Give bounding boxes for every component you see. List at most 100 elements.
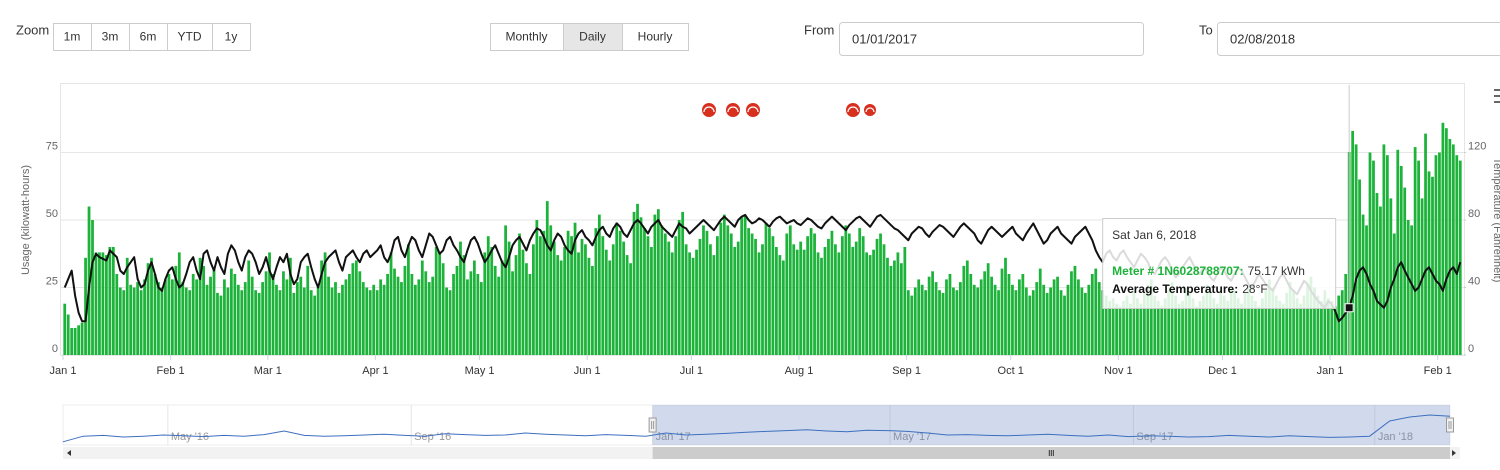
button[interactable] [53,23,92,51]
bar [993,284,997,355]
bar [827,238,830,355]
bar [219,295,223,355]
bar [80,322,84,355]
bar [150,257,153,355]
bar [872,249,875,355]
bar [705,230,709,355]
menu-icon[interactable] [1494,89,1500,103]
button-label[interactable]: Monthly [505,30,547,44]
bar [1427,171,1431,355]
bar [906,290,910,355]
bar [507,241,511,355]
button-label[interactable]: 3m [102,30,119,44]
button-label[interactable]: 1m [64,30,81,44]
bar [1021,274,1025,355]
bar [1243,292,1247,355]
bar [1306,284,1309,355]
navigator-handle[interactable] [648,417,657,433]
y-axis-title: Usage (kilowatt-hours) [20,165,32,275]
bar [157,282,160,355]
bar [1385,155,1389,355]
bar [1382,144,1386,355]
button[interactable] [563,23,623,51]
bar [1226,301,1230,355]
bar [282,271,285,355]
button[interactable] [129,23,168,51]
x-tick-label: Aug 1 [785,365,814,377]
from-value[interactable]: 01/01/2017 [852,31,917,46]
bar [535,220,539,355]
bar [1163,298,1167,355]
scrollbar-arrow-left[interactable] [67,450,71,456]
button-label[interactable]: 6m [140,30,157,44]
from-label: From [804,22,834,37]
bar [1181,301,1184,355]
bar [1063,295,1066,355]
to-input[interactable] [1217,22,1500,56]
bar [514,255,518,355]
bar [761,244,764,355]
bar [1160,306,1164,355]
tooltip-title: Sat Jan 6, 2018 [1112,228,1196,242]
button-label[interactable]: YTD [178,30,202,44]
bar [445,287,448,355]
y2-tick-label: 40 [1468,275,1480,287]
bar [365,287,369,355]
bar [577,252,580,355]
navigator-line [62,414,1451,443]
bar [1448,139,1452,355]
bar [233,274,237,355]
bar [1254,301,1257,355]
bar [1267,279,1271,355]
bar [1097,282,1101,355]
bar [386,274,389,355]
hover-marker [1344,303,1354,313]
button[interactable] [212,23,251,51]
button[interactable] [622,23,689,51]
bar [278,290,282,355]
bar [209,276,212,355]
y2-tick-label: 80 [1468,208,1480,220]
bar [865,252,869,355]
bar [771,236,775,355]
bar [847,233,851,355]
scrollbar-arrow-right[interactable] [1452,450,1456,456]
bar [1326,298,1330,355]
bar [1424,133,1427,355]
x-tick-label: Jun 1 [574,365,601,377]
bar [382,284,386,355]
bar [820,257,823,355]
navigator-tick-label: Sep '16 [414,431,451,443]
bar [1444,128,1448,355]
tooltip-series-name: Meter # 1N6028788707: [1112,264,1243,278]
bar [358,271,362,355]
bar [844,225,848,355]
button-label[interactable]: 1y [225,30,238,44]
bar [1229,287,1233,355]
bar [636,203,639,355]
y-tick-label: 75 [46,140,58,152]
to-value[interactable]: 02/08/2018 [1230,31,1295,46]
button[interactable] [490,23,564,51]
bar [584,244,587,355]
bar [1111,298,1115,355]
y2-tick-label: 120 [1468,140,1486,152]
bar [781,260,785,355]
bar [601,236,605,355]
bar [1201,295,1205,355]
button-label[interactable]: Hourly [638,30,673,44]
bar [1215,303,1219,355]
bar [403,265,407,355]
button-label[interactable]: Daily [579,30,606,44]
navigator-selection[interactable] [652,405,1450,445]
bar [934,282,938,355]
navigator-handle[interactable] [1446,417,1454,433]
bar [1108,301,1112,355]
from-input[interactable] [839,22,1144,56]
navigator: May '16 Sep '16 Jan '17 May '17 Sep '17 Jan '… [62,404,1460,459]
bar [1066,284,1070,355]
bar [528,274,532,355]
bar [608,260,612,355]
button[interactable] [167,23,213,51]
bar [361,282,365,355]
